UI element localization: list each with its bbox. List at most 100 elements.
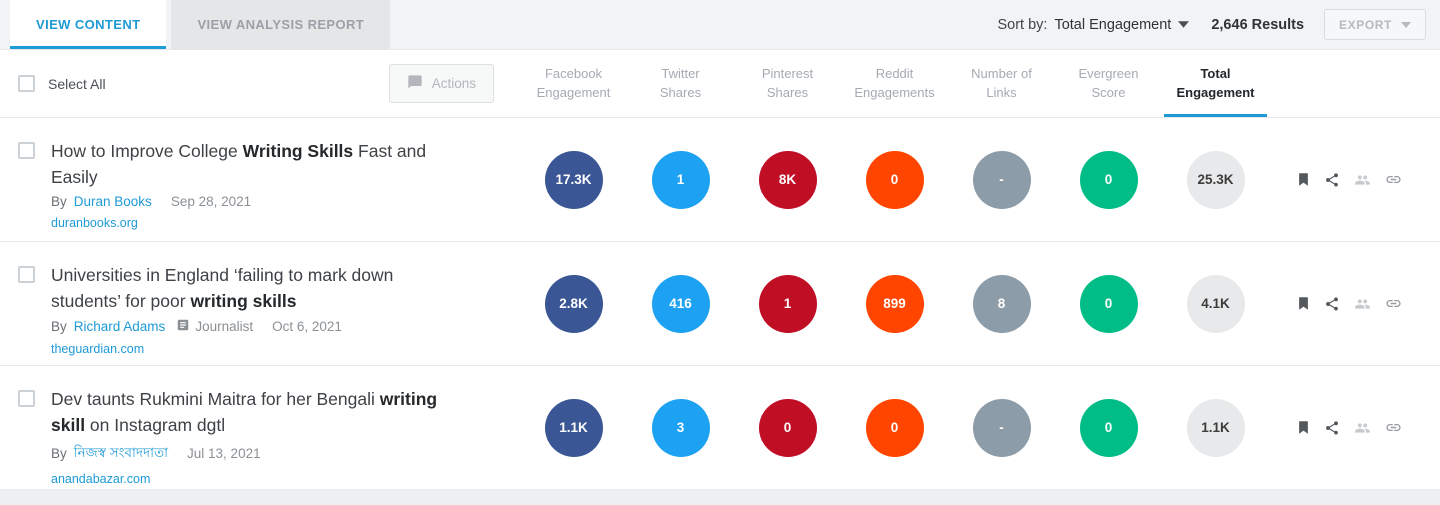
article-title[interactable]: Dev taunts Rukmini Maitra for her Bengal… xyxy=(51,386,453,438)
pinterest-shares-cell: 8K xyxy=(734,118,841,241)
total-engagement-cell: 25.3K xyxy=(1162,118,1269,241)
sort-by-label: Sort by: xyxy=(997,16,1048,33)
journalist-label: Journalist xyxy=(195,319,254,334)
number-of-links-value: - xyxy=(972,398,1031,457)
author-link[interactable]: Richard Adams xyxy=(73,319,166,334)
row-checkbox[interactable] xyxy=(18,142,35,159)
column-header-line: Shares xyxy=(659,85,702,100)
number-of-links-value: 8 xyxy=(972,274,1031,333)
metric-value: 8K xyxy=(778,172,797,187)
link-icon[interactable] xyxy=(1385,419,1402,436)
reddit-engagements-value: 0 xyxy=(865,398,924,457)
column-header-reddit-engagements[interactable]: Reddit Engagements xyxy=(841,50,948,117)
by-label: By xyxy=(51,446,67,461)
domain-link[interactable]: anandabazar.com xyxy=(51,472,151,486)
export-label: EXPORT xyxy=(1339,17,1392,32)
facebook-engagement-value: 2.8K xyxy=(544,274,603,333)
metric-value: 899 xyxy=(883,296,906,311)
row-checkbox[interactable] xyxy=(18,390,35,407)
reddit-engagements-value: 899 xyxy=(865,274,924,333)
facebook-engagement-value: 1.1K xyxy=(544,398,603,457)
link-icon[interactable] xyxy=(1385,171,1402,188)
metric-value: 0 xyxy=(890,420,899,435)
share-icon[interactable] xyxy=(1324,420,1340,436)
domain-link[interactable]: duranbooks.org xyxy=(51,216,138,230)
metric-value: 4.1K xyxy=(1201,296,1230,311)
metric-value: 25.3K xyxy=(1197,172,1234,187)
users-icon[interactable] xyxy=(1353,420,1372,436)
sort-by-dropdown[interactable]: Sort by: Total Engagement xyxy=(997,16,1190,33)
pinterest-shares-value: 8K xyxy=(758,150,817,209)
column-header-line: Engagement xyxy=(536,85,611,100)
column-header-evergreen-score[interactable]: Evergreen Score xyxy=(1055,50,1162,117)
pinterest-shares-value: 1 xyxy=(758,274,817,333)
chevron-down-icon xyxy=(1401,21,1411,28)
facebook-engagement-cell: 1.1K xyxy=(520,366,627,489)
row-actions xyxy=(1269,118,1440,241)
share-icon[interactable] xyxy=(1324,296,1340,312)
column-header-line: Reddit xyxy=(875,65,914,81)
column-header-line: Facebook xyxy=(544,65,603,81)
article-title[interactable]: How to Improve College Writing Skills Fa… xyxy=(51,138,453,190)
author-link[interactable]: নিজস্ব সংবাদদাতা xyxy=(73,445,169,460)
column-header-line: Engagements xyxy=(854,85,935,100)
metric-value: 0 xyxy=(783,420,792,435)
pinterest-shares-cell: 1 xyxy=(734,242,841,365)
content-row: How to Improve College Writing Skills Fa… xyxy=(0,118,1440,242)
column-header-facebook-engagement[interactable]: Facebook Engagement xyxy=(520,50,627,117)
actions-button[interactable]: Actions xyxy=(388,64,494,103)
share-icon[interactable] xyxy=(1324,172,1340,188)
select-all-checkbox[interactable] xyxy=(18,75,35,92)
article-title[interactable]: Universities in England ‘failing to mark… xyxy=(51,262,453,314)
author-link[interactable]: Duran Books xyxy=(73,194,152,209)
evergreen-score-cell: 0 xyxy=(1055,242,1162,365)
bookmark-icon[interactable] xyxy=(1296,295,1311,312)
metric-value: 0 xyxy=(1104,420,1113,435)
content-row: Universities in England ‘failing to mark… xyxy=(0,242,1440,366)
results-table: Select All Actions Facebook Engagement T… xyxy=(0,50,1440,505)
export-button[interactable]: EXPORT xyxy=(1324,9,1426,40)
top-bar-right: Sort by: Total Engagement 2,646 Results … xyxy=(997,0,1440,49)
table-header-left: Select All Actions xyxy=(0,50,520,117)
column-header-number-of-links[interactable]: Number of Links xyxy=(948,50,1055,117)
actions-label: Actions xyxy=(431,76,476,91)
metric-value: 0 xyxy=(1104,296,1113,311)
tab-bar: VIEW CONTENT VIEW ANALYSIS REPORT xyxy=(0,0,391,49)
row-text: Dev taunts Rukmini Maitra for her Bengal… xyxy=(51,386,453,489)
column-header-twitter-shares[interactable]: Twitter Shares xyxy=(627,50,734,117)
metric-value: 1.1K xyxy=(1201,420,1230,435)
title-text: Dev taunts Rukmini Maitra for her Bengal… xyxy=(51,389,380,409)
column-header-line: Number of xyxy=(971,65,1032,81)
publish-date: Oct 6, 2021 xyxy=(272,319,342,334)
row-text: How to Improve College Writing Skills Fa… xyxy=(51,138,453,241)
users-icon[interactable] xyxy=(1353,296,1372,312)
link-icon[interactable] xyxy=(1385,295,1402,312)
column-header-total-engagement[interactable]: Total Engagement xyxy=(1162,50,1269,117)
footer-strip xyxy=(0,490,1440,505)
bookmark-icon[interactable] xyxy=(1296,171,1311,188)
row-text: Universities in England ‘failing to mark… xyxy=(51,262,453,365)
column-header-line: Evergreen xyxy=(1078,65,1139,81)
metric-value: 0 xyxy=(1104,172,1113,187)
title-text: How to Improve College xyxy=(51,141,243,161)
tab-view-content[interactable]: VIEW CONTENT xyxy=(10,0,167,49)
total-engagement-value: 25.3K xyxy=(1186,150,1245,209)
metric-value: 0 xyxy=(890,172,899,187)
chevron-down-icon xyxy=(1178,21,1190,28)
column-header-line: Score xyxy=(1091,85,1126,100)
tab-view-analysis-report[interactable]: VIEW ANALYSIS REPORT xyxy=(171,0,391,49)
domain-link[interactable]: theguardian.com xyxy=(51,342,145,356)
publish-date: Jul 13, 2021 xyxy=(187,446,261,461)
facebook-engagement-cell: 17.3K xyxy=(520,118,627,241)
column-header-pinterest-shares[interactable]: Pinterest Shares xyxy=(734,50,841,117)
metric-value: 8 xyxy=(997,296,1006,311)
select-all-label: Select All xyxy=(48,75,106,92)
row-checkbox[interactable] xyxy=(18,266,35,283)
users-icon[interactable] xyxy=(1353,172,1372,188)
select-all: Select All xyxy=(18,75,106,92)
column-header-line: Twitter xyxy=(661,65,700,81)
title-highlight: writing skills xyxy=(190,291,297,311)
bookmark-icon[interactable] xyxy=(1296,419,1311,436)
metric-value: 17.3K xyxy=(555,172,592,187)
